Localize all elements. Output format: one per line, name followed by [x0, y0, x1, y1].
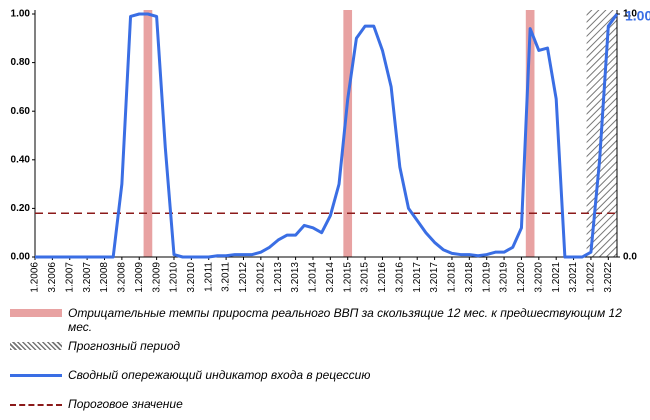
legend-swatch [10, 342, 62, 350]
legend-swatch [10, 404, 62, 406]
y2-tick-label: 1.0 [623, 9, 637, 20]
recession-band [343, 10, 353, 257]
x-tick-label: 3.2015 [360, 262, 371, 293]
x-tick-label: 1.2013 [273, 262, 284, 293]
legend-label: Сводный опережающий индикатор входа в ре… [68, 368, 371, 382]
legend-item: Отрицательные темпы прироста реального В… [10, 306, 640, 334]
x-tick-label: 3.2008 [117, 262, 128, 293]
chart: 0.00 0.20 0.40 0.60 0.80 1.00 0.0 1.0 1.2006 3.20… [11, 8, 650, 293]
x-tick-label: 3.2017 [429, 262, 440, 293]
legend-item: Пороговое значение [10, 397, 640, 411]
x-tick-label: 1.2015 [342, 262, 353, 293]
x-tick-label: 3.2014 [325, 262, 336, 293]
x-tick-label: 3.2022 [603, 262, 614, 293]
recession-band [525, 10, 535, 257]
x-tick-label: 1.2007 [64, 262, 75, 293]
x-tick-label: 1.2021 [551, 262, 562, 293]
y-tick-label: 0.60 [11, 106, 31, 117]
legend-item: Прогнозный период [10, 339, 640, 353]
x-tick-label: 1.2020 [516, 262, 527, 293]
x-tick-label: 3.2006 [47, 262, 58, 293]
x-tick-label: 3.2010 [186, 262, 197, 293]
x-tick-label: 1.2022 [586, 262, 597, 293]
legend: Отрицательные темпы прироста реального В… [10, 306, 640, 411]
x-tick-label: 3.2021 [568, 262, 579, 293]
y-tick-label: 0.00 [11, 252, 31, 263]
forecast-band [586, 10, 617, 257]
legend-label: Пороговое значение [68, 397, 183, 411]
legend-label: Отрицательные темпы прироста реального В… [68, 306, 622, 334]
x-tick-label: 1.2017 [412, 262, 423, 293]
legend-item: Сводный опережающий индикатор входа в ре… [10, 368, 640, 382]
x-tick-label: 3.2016 [394, 262, 405, 293]
x-tick-label: 3.2011 [221, 262, 232, 292]
x-tick-label: 1.2016 [377, 262, 388, 293]
legend-swatch [10, 309, 62, 317]
x-tick-label: 1.2009 [134, 262, 145, 293]
x-tick-label: 3.2009 [151, 262, 162, 293]
x-tick-label: 1.2008 [99, 262, 110, 293]
x-tick-label: 3.2012 [255, 262, 266, 293]
legend-swatch [10, 374, 62, 377]
recession-band [143, 10, 153, 257]
value-label: 1.00 [625, 8, 650, 24]
series-line [35, 12, 619, 259]
x-tick-label: 3.2007 [82, 262, 93, 293]
y-tick-label: 0.40 [11, 154, 31, 165]
x-tick-label: 3.2018 [464, 262, 475, 293]
x-tick-label: 1.2018 [447, 262, 458, 293]
y-tick-label: 0.20 [11, 203, 31, 214]
y-tick-label: 0.80 [11, 57, 31, 68]
legend-label: Прогнозный период [68, 339, 181, 353]
x-tick-label: 3.2020 [533, 262, 544, 293]
x-tick-label: 1.2011 [203, 262, 214, 292]
x-tick-label: 3.2013 [290, 262, 301, 293]
x-tick-label: 3.2019 [499, 262, 510, 293]
x-tick-label: 1.2006 [30, 262, 41, 293]
x-tick-label: 1.2012 [238, 262, 249, 293]
x-tick-label: 1.2014 [308, 262, 319, 293]
x-tick-label: 1.2019 [481, 262, 492, 293]
x-tick-label: 1.2010 [169, 262, 180, 293]
y-tick-label: 1.00 [11, 9, 31, 20]
y2-tick-label: 0.0 [623, 252, 637, 263]
